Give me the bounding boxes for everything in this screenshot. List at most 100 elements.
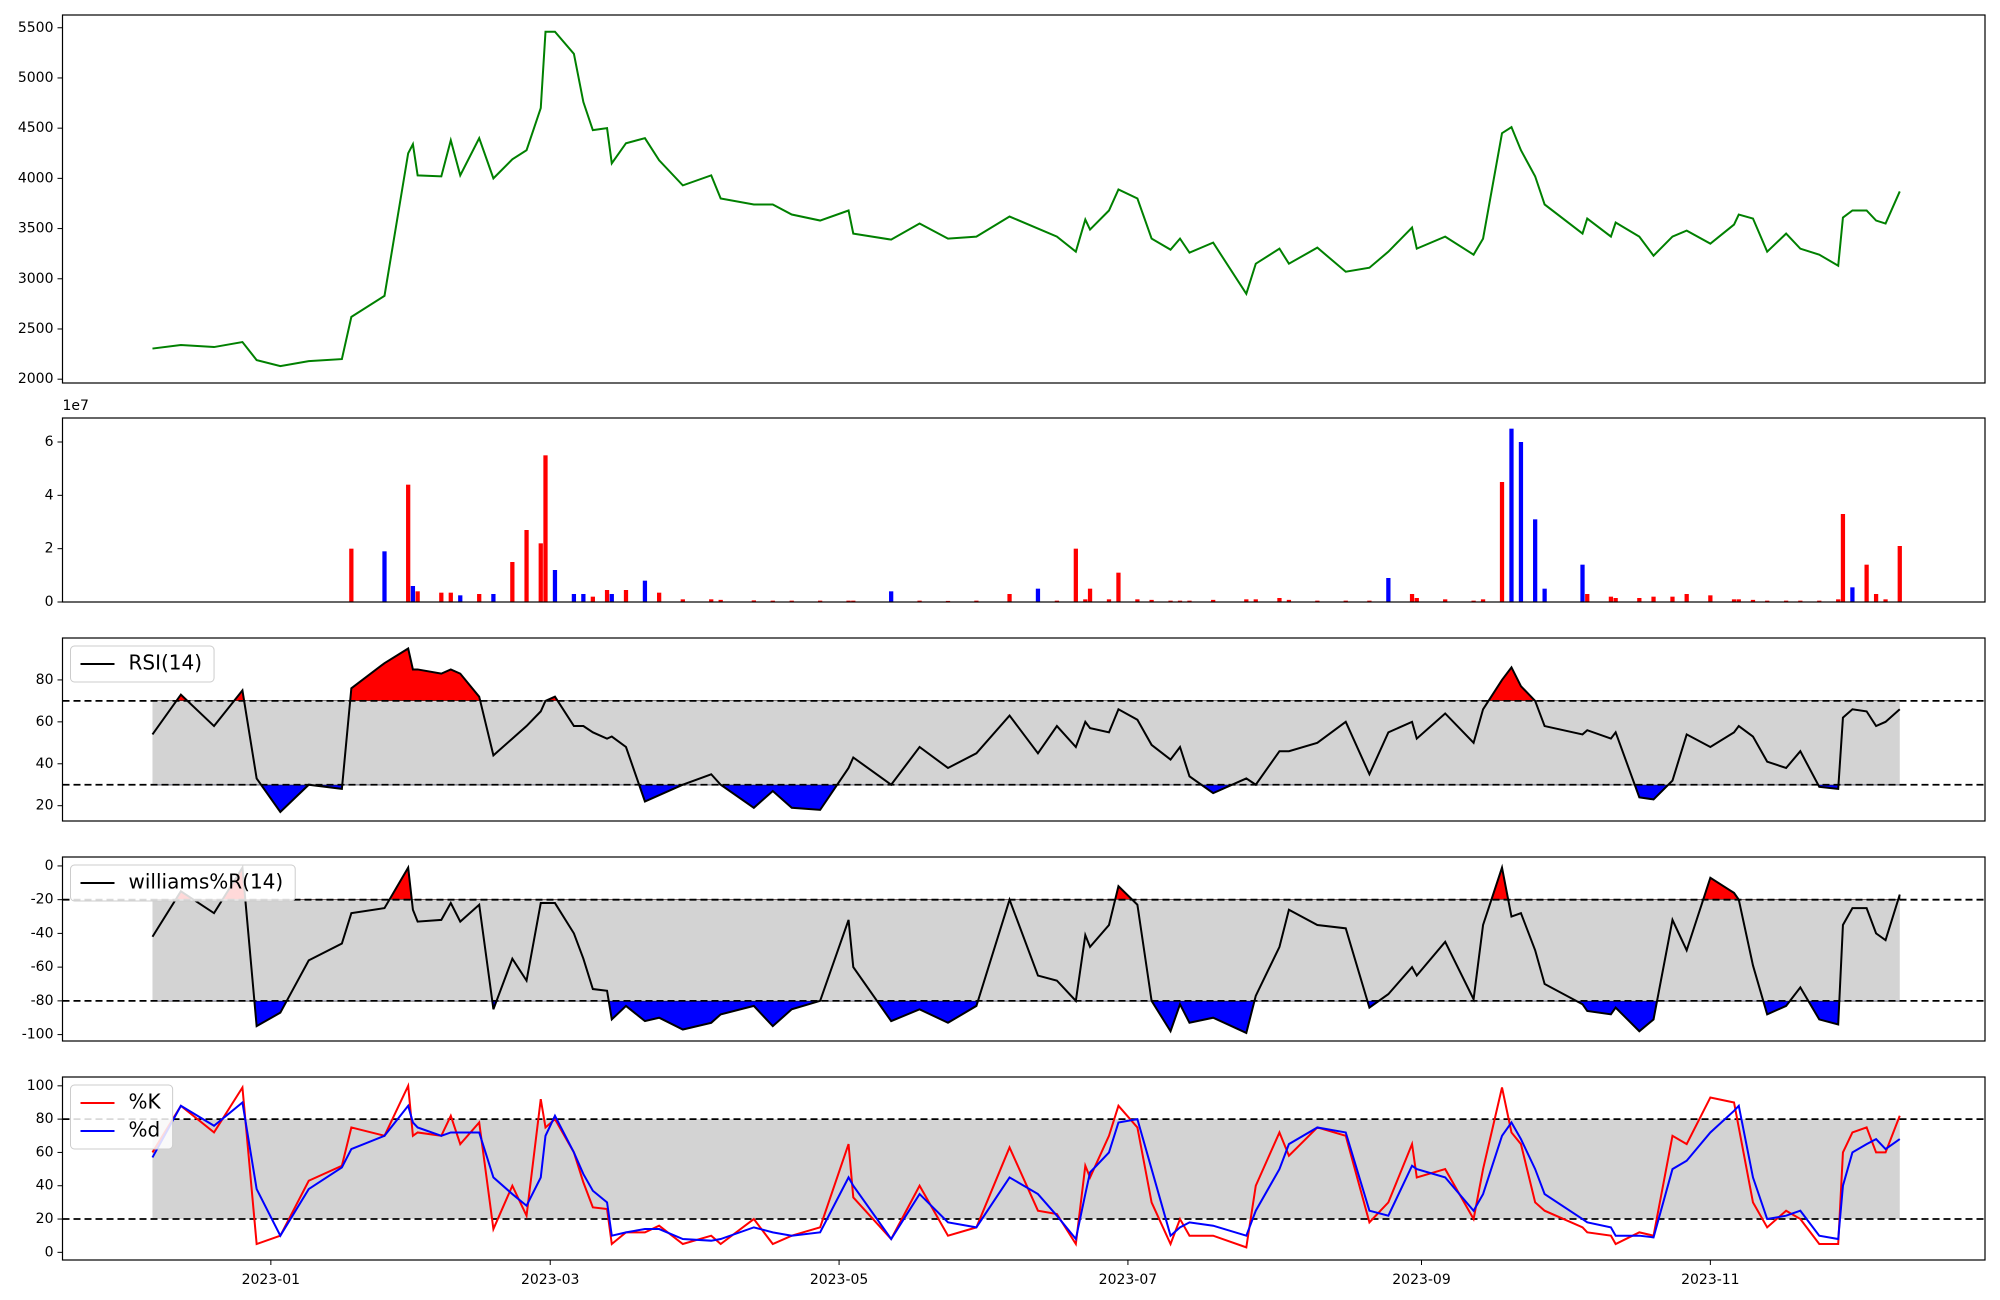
bar — [1783, 600, 1789, 602]
bar — [1708, 595, 1713, 602]
bar — [571, 594, 577, 602]
y-tick-label: 2000 — [18, 371, 54, 387]
legend-label: %K — [129, 1090, 162, 1114]
y-tick-label: -40 — [31, 925, 54, 941]
axes-frame — [61, 856, 1986, 1042]
bar — [382, 551, 387, 602]
bar — [1736, 599, 1741, 602]
line — [151, 646, 1901, 814]
bar — [609, 594, 614, 602]
bar — [1883, 599, 1888, 602]
bar — [1073, 548, 1078, 602]
bar — [851, 600, 856, 602]
bar — [1480, 599, 1486, 602]
y-tick-label: 6 — [45, 434, 54, 450]
y-tick-label: -80 — [31, 993, 54, 1009]
bar — [1509, 428, 1514, 602]
y-tick-label: -20 — [31, 892, 54, 908]
y-tick-label: 3000 — [18, 271, 54, 287]
bar — [1684, 594, 1689, 602]
axes-frame — [61, 417, 1986, 603]
bar — [458, 595, 463, 602]
line — [151, 1100, 1901, 1242]
bar — [1499, 482, 1505, 602]
x-tick-label: 2023-07 — [1099, 1272, 1158, 1288]
bar — [1608, 596, 1614, 602]
bar — [1897, 546, 1902, 602]
line — [151, 1082, 1901, 1249]
bar — [491, 594, 496, 602]
bar — [1670, 596, 1675, 602]
y-tick-label: 3500 — [18, 221, 54, 237]
bar — [1409, 594, 1415, 602]
y-tick-label: -60 — [31, 959, 54, 975]
bar — [1580, 564, 1585, 602]
y-tick-label: -100 — [22, 1027, 54, 1043]
y-tick-label: 20 — [36, 1211, 54, 1227]
bar — [1864, 564, 1869, 602]
y-tick-label: 2 — [45, 541, 54, 557]
bar — [1765, 600, 1770, 602]
y-tick-label: 60 — [36, 1144, 54, 1160]
y-tick-label: 80 — [36, 672, 54, 688]
x-tick-label: 2023-01 — [242, 1272, 301, 1288]
bar — [657, 592, 662, 602]
axes-frame — [61, 637, 1986, 822]
y-tick-label: 80 — [36, 1111, 54, 1127]
bar — [448, 592, 453, 602]
bar — [718, 599, 723, 602]
bar — [1817, 600, 1822, 602]
bar — [1035, 588, 1041, 602]
bar — [1840, 514, 1846, 602]
bar — [510, 562, 515, 602]
y-tick-label: 40 — [36, 756, 54, 772]
bar — [1637, 598, 1642, 602]
y-tick-label: 4500 — [18, 120, 54, 136]
y-tick-label: 0 — [45, 1244, 54, 1260]
legend-box — [70, 1084, 174, 1150]
bar — [1873, 594, 1879, 602]
plot-area — [349, 428, 1902, 602]
bar — [524, 530, 529, 602]
axes-frame — [61, 1076, 1986, 1261]
bar — [709, 599, 714, 602]
legend: %K %d — [70, 1084, 174, 1150]
bar — [818, 600, 823, 602]
bar — [917, 600, 922, 602]
bar — [1211, 599, 1216, 602]
bar — [1106, 599, 1112, 602]
bar — [1613, 598, 1618, 602]
plot-area — [62, 1082, 1985, 1249]
bar — [543, 455, 548, 602]
bar — [1731, 599, 1737, 602]
bar — [410, 586, 416, 602]
y-tick-label: 0 — [45, 858, 54, 874]
y-tick-label: 4 — [45, 487, 54, 503]
legend-box — [70, 645, 215, 683]
bar — [1798, 600, 1803, 602]
bar — [1651, 596, 1656, 602]
plot-area — [62, 646, 1985, 814]
bar — [439, 592, 444, 602]
bar — [552, 570, 558, 602]
bar — [1542, 588, 1547, 602]
offset-label: 1e7 — [63, 398, 89, 414]
bar — [1836, 599, 1841, 602]
bar — [1471, 600, 1476, 602]
bar — [974, 600, 979, 602]
bar — [1315, 600, 1320, 602]
bar — [1533, 519, 1538, 602]
bar — [1116, 572, 1121, 602]
bar — [1585, 594, 1590, 602]
bar — [789, 600, 794, 602]
y-tick-label: 60 — [36, 714, 54, 730]
bar — [1386, 578, 1391, 602]
bar — [1750, 599, 1756, 602]
bar — [1054, 600, 1060, 602]
x-tick-label: 2023-05 — [810, 1272, 869, 1288]
bar — [1443, 599, 1448, 602]
x-tick-label: 2023-09 — [1392, 1272, 1451, 1288]
y-tick-label: 100 — [27, 1078, 54, 1094]
bar — [1168, 600, 1173, 602]
